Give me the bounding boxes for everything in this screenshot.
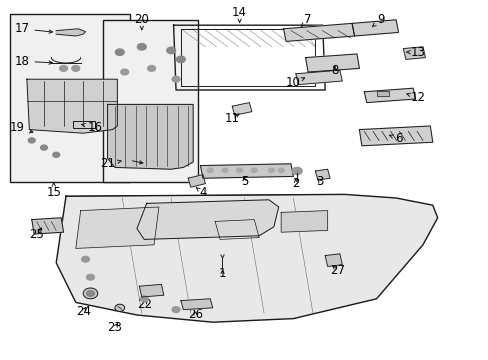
Circle shape [278,168,284,172]
Circle shape [83,288,98,299]
Text: 9: 9 [371,13,385,27]
Circle shape [28,138,35,143]
Text: 11: 11 [224,112,239,125]
Polygon shape [283,23,354,41]
Polygon shape [403,47,425,59]
Polygon shape [351,20,398,36]
Polygon shape [139,284,163,297]
Text: 22: 22 [137,298,151,311]
Circle shape [236,168,242,172]
Text: 10: 10 [285,76,304,89]
Text: 3: 3 [316,175,324,188]
Polygon shape [200,164,293,178]
Circle shape [86,274,94,280]
Circle shape [292,167,302,175]
Text: 27: 27 [329,264,344,276]
Text: 19: 19 [10,121,33,134]
Circle shape [86,291,94,296]
Polygon shape [107,104,193,169]
Circle shape [72,66,80,71]
Circle shape [222,168,227,172]
Polygon shape [364,88,415,103]
Circle shape [147,66,155,71]
Circle shape [251,168,257,172]
Text: 1: 1 [218,267,226,280]
Circle shape [115,49,124,55]
Circle shape [41,145,47,150]
Circle shape [121,69,128,75]
Text: 23: 23 [107,321,122,334]
Polygon shape [281,211,327,232]
Text: 26: 26 [188,309,203,321]
Circle shape [172,76,180,82]
Polygon shape [56,29,85,36]
Circle shape [176,56,185,63]
Polygon shape [76,207,159,248]
Circle shape [172,307,180,312]
Polygon shape [27,79,117,133]
Bar [10,14,129,182]
Text: 6: 6 [388,132,402,145]
Polygon shape [295,70,342,85]
Polygon shape [315,169,329,180]
Circle shape [140,296,148,302]
Bar [376,91,388,96]
Text: 8: 8 [330,64,338,77]
Circle shape [207,168,213,172]
Polygon shape [32,218,63,234]
Circle shape [81,256,89,262]
Text: 12: 12 [406,91,425,104]
Text: 16: 16 [81,121,102,134]
Text: 4: 4 [196,186,206,199]
Circle shape [60,66,67,71]
Circle shape [166,47,175,54]
Bar [102,20,198,182]
Text: 14: 14 [232,6,246,22]
Text: 21: 21 [100,157,121,170]
Text: 5: 5 [240,175,248,188]
Polygon shape [137,200,278,239]
Text: 17: 17 [15,22,52,35]
Text: 20: 20 [134,13,149,30]
Polygon shape [181,299,212,310]
Text: 15: 15 [46,183,61,199]
Circle shape [115,304,124,311]
Circle shape [137,44,146,50]
Circle shape [268,168,274,172]
Text: 13: 13 [406,46,425,59]
Text: 25: 25 [29,228,44,240]
Polygon shape [325,254,342,266]
Text: 18: 18 [15,55,52,68]
Polygon shape [56,194,437,322]
Text: 7: 7 [301,13,311,26]
Text: 2: 2 [291,177,299,190]
Polygon shape [232,103,251,115]
Polygon shape [359,126,432,146]
Polygon shape [305,54,359,72]
Circle shape [53,152,60,157]
Polygon shape [188,175,205,187]
Text: 24: 24 [76,305,90,318]
